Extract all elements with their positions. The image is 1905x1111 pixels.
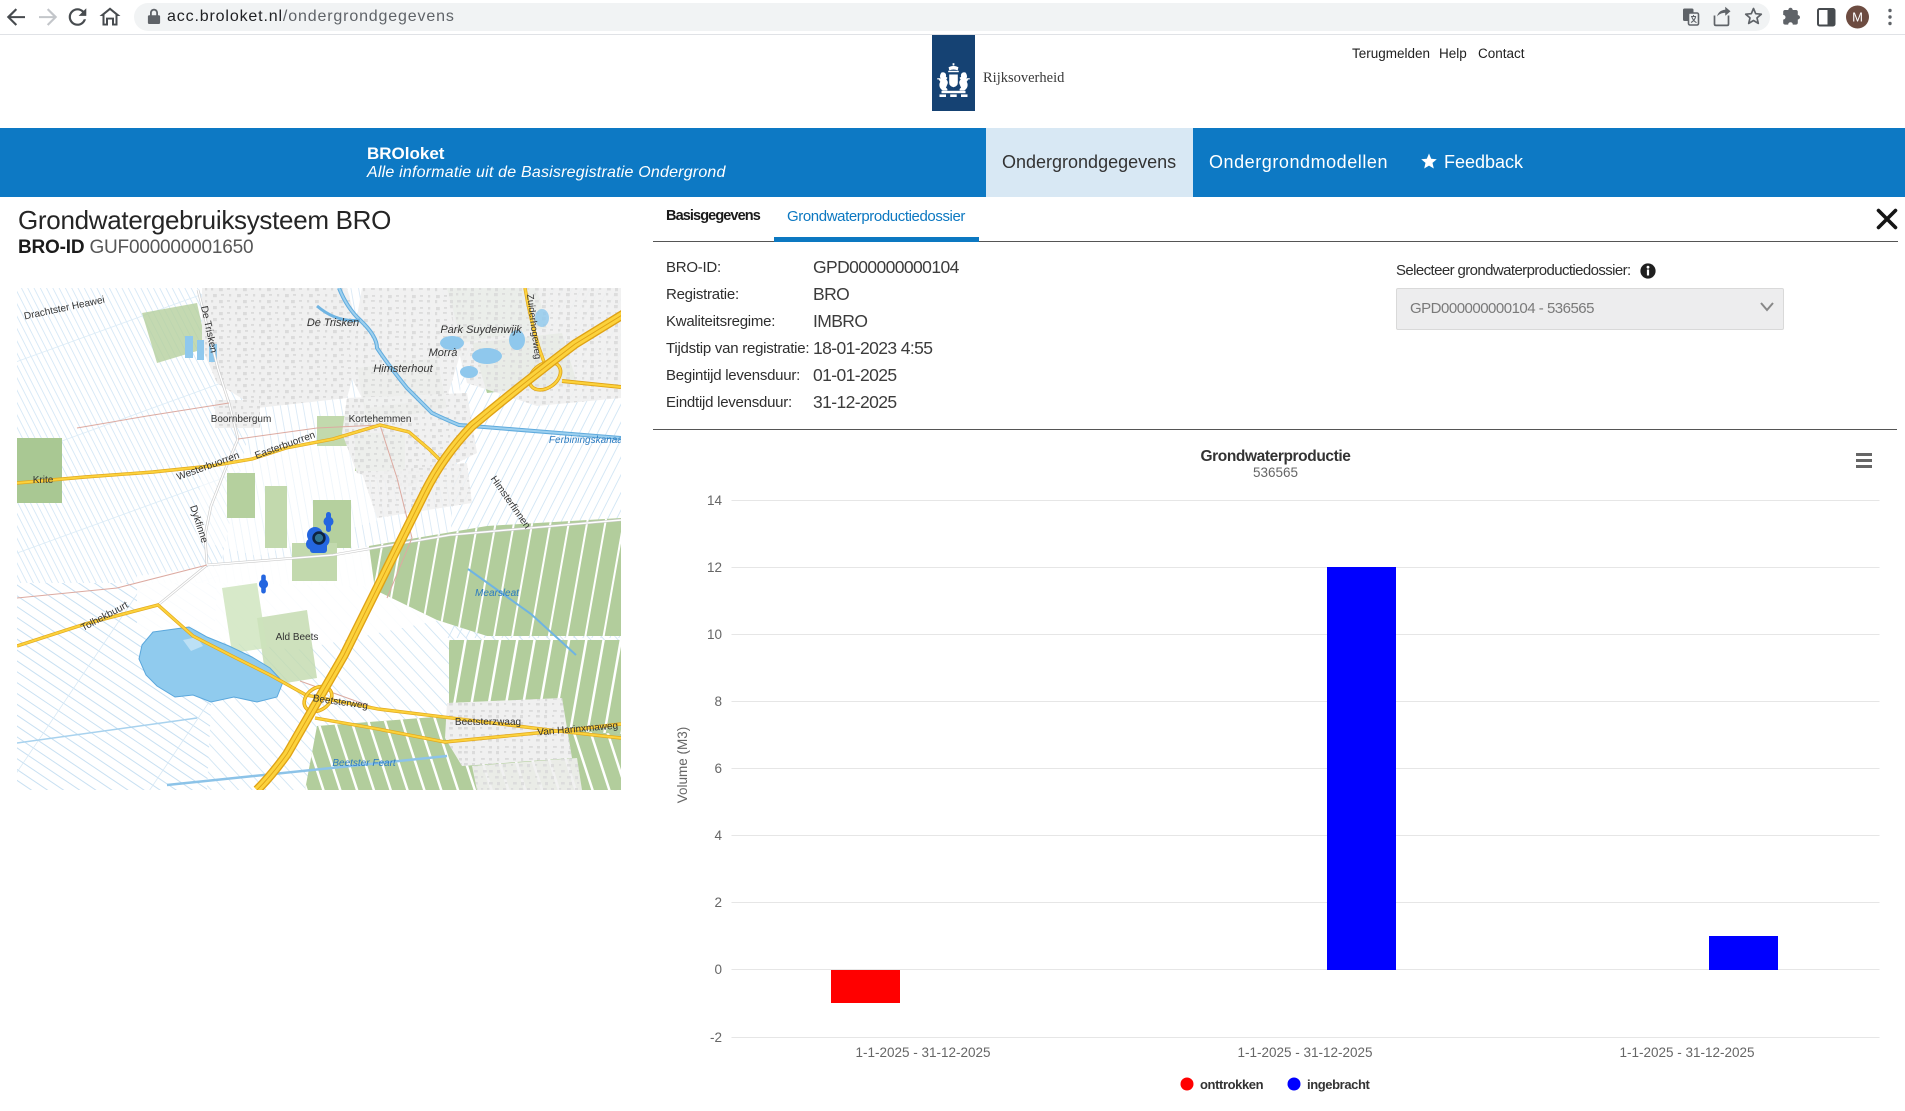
svg-text:Boornbergum: Boornbergum [211,414,272,425]
svg-text:Volume (M3): Volume (M3) [675,727,690,804]
svg-text:Beetsterzwaag: Beetsterzwaag [455,717,521,728]
svg-text:12: 12 [707,560,722,575]
svg-text:Morrà: Morrà [429,347,458,359]
svg-text:Beetster Feart: Beetster Feart [332,758,397,769]
svg-text:De Trisken: De Trisken [307,317,359,329]
svg-text:ingebracht: ingebracht [1307,1077,1371,1092]
svg-text:14: 14 [707,493,723,508]
svg-text:0: 0 [714,962,722,977]
svg-text:Himsterhout: Himsterhout [373,363,433,375]
svg-text:10: 10 [707,627,722,642]
svg-text:8: 8 [714,694,722,709]
svg-text:Mearsleat: Mearsleat [475,588,520,599]
svg-text:4: 4 [714,828,722,843]
svg-text:1-1-2025 - 31-12-2025: 1-1-2025 - 31-12-2025 [855,1045,990,1060]
svg-text:Krite: Krite [33,475,54,486]
svg-text:6: 6 [714,761,722,776]
svg-text:Ald Beets: Ald Beets [276,632,319,643]
svg-text:2: 2 [714,895,722,910]
svg-text:Park Suydenwijk: Park Suydenwijk [440,324,522,336]
svg-text:1-1-2025 - 31-12-2025: 1-1-2025 - 31-12-2025 [1619,1045,1754,1060]
svg-text:M: M [1852,10,1863,25]
svg-text:Kortehemmen: Kortehemmen [349,414,412,425]
svg-text:1-1-2025 - 31-12-2025: 1-1-2025 - 31-12-2025 [1237,1045,1372,1060]
svg-text:-2: -2 [710,1030,722,1045]
svg-text:onttrokken: onttrokken [1200,1077,1264,1092]
svg-text:Ferbiningskanaal: Ferbiningskanaal [549,435,621,446]
